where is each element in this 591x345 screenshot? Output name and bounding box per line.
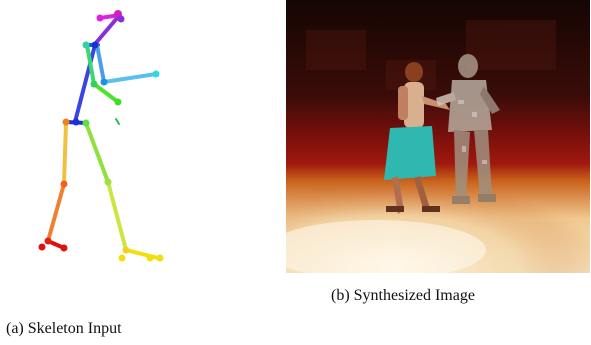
head-neck-limb <box>93 15 120 46</box>
hip-right-joint <box>62 118 70 126</box>
left-dancer <box>384 62 450 214</box>
heel-right-joint <box>60 244 68 252</box>
toe-right-joint <box>38 243 46 251</box>
neck-joint <box>91 41 99 49</box>
upper-arm-left-limb <box>95 43 106 84</box>
skeleton-input-figure <box>20 0 200 280</box>
right-dancer <box>436 54 500 204</box>
heel-left-joint <box>146 254 154 262</box>
synthesized-image <box>286 0 590 273</box>
hip-left-joint <box>82 119 90 127</box>
shoulder-right-joint <box>82 41 90 49</box>
caption-skeleton-input: (a) Skeleton Input <box>6 320 122 337</box>
thigh-left-limb <box>84 121 110 184</box>
torso-limb <box>73 43 97 124</box>
synthesized-image-figure <box>286 0 590 273</box>
forearm-left-limb <box>102 72 158 84</box>
toe-left-joint <box>118 254 126 262</box>
shin-left-limb <box>106 180 128 252</box>
foot-tip-left-joint <box>156 254 164 262</box>
knee-right-joint <box>60 180 68 188</box>
wrist-right-joint <box>114 98 122 106</box>
skeleton-drawing <box>38 10 164 262</box>
caption-synthesized-image: (b) Synthesized Image <box>331 287 475 304</box>
upper-arm-right-limb <box>85 43 96 86</box>
elbow-right-joint <box>90 80 98 88</box>
head-joint <box>96 14 104 22</box>
thigh-right-limb <box>62 121 68 186</box>
ankle-left-joint <box>122 246 130 254</box>
knee-left-joint <box>104 178 112 186</box>
forearm-right-limb <box>92 82 120 104</box>
ankle-right-joint <box>44 237 52 245</box>
wrist-left-joint <box>152 70 160 78</box>
elbow-left-joint <box>100 78 108 86</box>
ear-joint <box>117 15 125 23</box>
hip-center-joint <box>72 118 80 126</box>
shin-right-limb <box>46 182 66 243</box>
hand-stub-limb <box>115 118 120 125</box>
